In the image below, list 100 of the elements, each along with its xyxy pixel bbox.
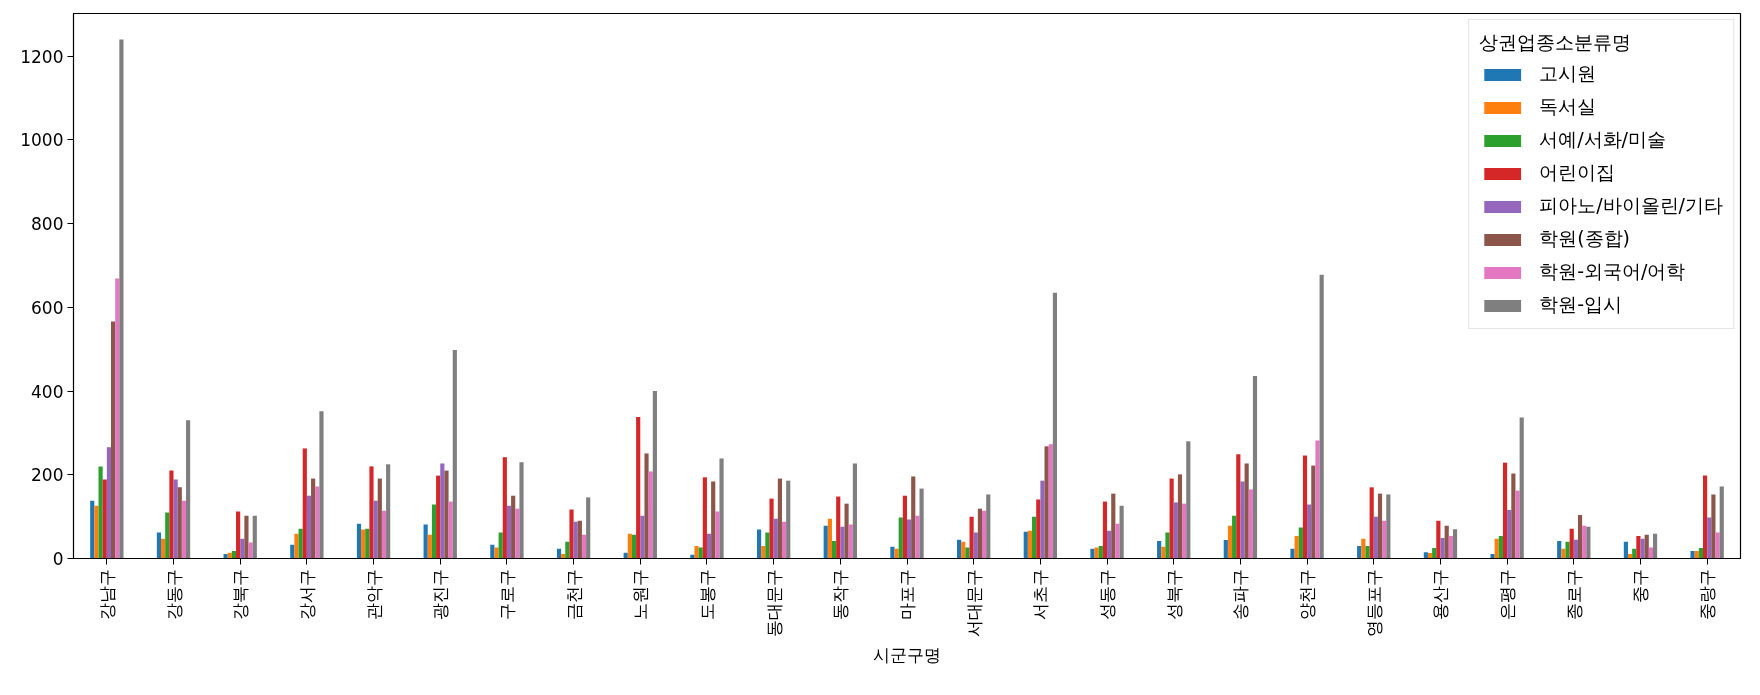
bar (1252, 376, 1258, 559)
bar (965, 547, 970, 559)
legend-label: 독서실 (1539, 94, 1597, 119)
bar (1044, 446, 1049, 559)
bar (911, 476, 916, 559)
bar (186, 420, 191, 559)
bar (181, 500, 187, 559)
bar (1115, 523, 1120, 559)
bar (781, 521, 787, 559)
bar (448, 501, 453, 559)
y-tick-label: 800 (31, 214, 64, 235)
bar (1290, 548, 1295, 559)
bar (1102, 501, 1108, 559)
x-tick-label: 서대문구 (963, 568, 984, 637)
x-tick-label: 관악구 (363, 568, 384, 620)
bar (1494, 538, 1499, 559)
y-tick-label: 600 (31, 297, 64, 318)
bar (365, 528, 370, 559)
bar (1165, 532, 1170, 559)
bar (1248, 489, 1253, 559)
bar (1386, 494, 1391, 559)
x-tick-label: 양천구 (1297, 568, 1318, 620)
bar (173, 479, 178, 559)
bar (756, 529, 762, 559)
y-tick-label: 400 (31, 381, 64, 402)
bar (165, 512, 170, 559)
bar (431, 504, 437, 559)
bar (577, 520, 582, 559)
bar (511, 495, 516, 559)
bar (1048, 444, 1053, 559)
legend-title: 상권업종소분류명 (1479, 30, 1633, 55)
x-tick-label: 마포구 (897, 568, 917, 620)
bar (1382, 520, 1387, 559)
bar (519, 462, 524, 559)
bar (627, 533, 632, 559)
legend-label: 학원-외국어/어학 (1539, 259, 1686, 284)
bar (1361, 538, 1366, 559)
bar (711, 481, 716, 559)
legend-label: 고시원 (1539, 61, 1597, 86)
bar (1652, 533, 1658, 559)
bar (569, 509, 574, 559)
bar (1569, 528, 1574, 559)
bar (377, 478, 382, 559)
bar (248, 542, 253, 559)
bar (427, 534, 432, 559)
bar (506, 505, 512, 559)
bar (777, 478, 782, 559)
x-tick-label: 중구 (1630, 568, 1651, 603)
bar (315, 486, 320, 559)
bar (586, 497, 591, 559)
bar (982, 510, 987, 559)
bar (1177, 474, 1183, 559)
bar (973, 532, 978, 559)
x-tick-label: 중랑구 (1697, 568, 1718, 620)
bar (119, 39, 124, 559)
bar (919, 488, 924, 559)
bar (373, 500, 378, 559)
bar (1436, 520, 1441, 559)
bar (1511, 473, 1516, 559)
bar (1694, 550, 1699, 559)
bar (1232, 515, 1237, 559)
bar (1186, 441, 1191, 559)
bar (823, 525, 828, 559)
x-axis-title: 시군구명 (873, 644, 941, 665)
bar (1702, 475, 1708, 559)
bar (719, 458, 724, 559)
bar (1111, 493, 1116, 559)
bar (423, 524, 428, 559)
x-tick-label: 용산구 (1430, 568, 1451, 620)
bar (111, 321, 116, 559)
bar (1444, 525, 1449, 559)
bar (161, 538, 166, 559)
bar (565, 541, 570, 559)
bar (156, 532, 162, 559)
bar (1023, 531, 1028, 559)
legend-label: 학원-입시 (1539, 292, 1623, 317)
y-tick-label: 200 (31, 465, 64, 486)
x-tick-label: 동대문구 (763, 568, 784, 637)
bar (1423, 552, 1428, 559)
bar (636, 417, 641, 559)
bar (957, 539, 962, 559)
bar (1027, 530, 1033, 559)
legend-label: 서예/서화/미술 (1539, 127, 1666, 152)
bar (1307, 504, 1312, 559)
bar (515, 508, 520, 559)
bar (1711, 494, 1716, 559)
bar (1369, 487, 1374, 559)
bar (1502, 462, 1508, 559)
bar (761, 545, 766, 559)
bar (290, 544, 295, 559)
bar (1582, 525, 1587, 559)
bar (1298, 527, 1303, 559)
bar (1040, 480, 1045, 559)
bar (1448, 535, 1453, 559)
bar (490, 544, 495, 559)
bar (177, 487, 182, 559)
legend-label: 어린이집 (1539, 160, 1616, 185)
bar (1173, 502, 1178, 559)
bar (298, 528, 303, 559)
x-tick-label: 강남구 (96, 568, 117, 620)
